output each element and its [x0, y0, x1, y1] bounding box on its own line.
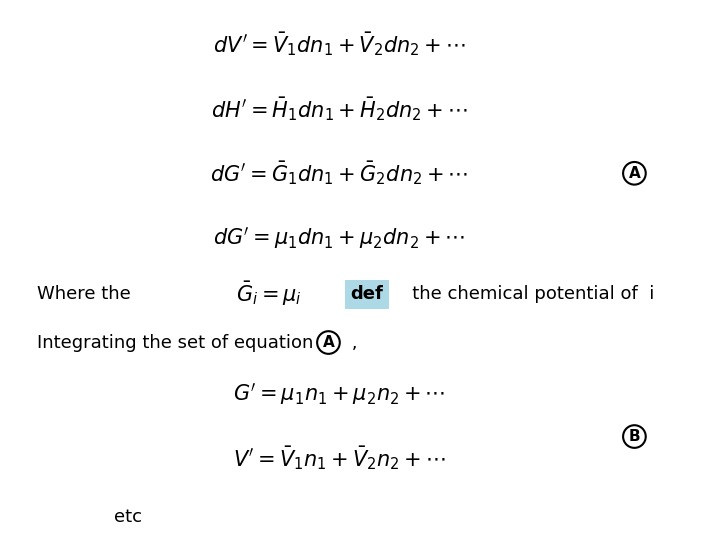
Text: Where the: Where the [37, 285, 130, 303]
Text: $V' = \bar{V}_1 n_1 + \bar{V}_2 n_2 + \cdots$: $V' = \bar{V}_1 n_1 + \bar{V}_2 n_2 + \c… [233, 444, 446, 472]
Text: $dG' = \mu_1 dn_1 + \mu_2 dn_2 + \cdots$: $dG' = \mu_1 dn_1 + \mu_2 dn_2 + \cdots$ [213, 225, 465, 251]
Text: the chemical potential of  i: the chemical potential of i [395, 285, 654, 303]
Text: A: A [629, 166, 640, 181]
Text: $dG' = \bar{G}_1 dn_1 + \bar{G}_2 dn_2 + \cdots$: $dG' = \bar{G}_1 dn_1 + \bar{G}_2 dn_2 +… [210, 159, 468, 187]
Text: A: A [323, 335, 334, 350]
Text: def: def [351, 285, 384, 303]
Text: $G' = \mu_1 n_1 + \mu_2 n_2 + \cdots$: $G' = \mu_1 n_1 + \mu_2 n_2 + \cdots$ [233, 381, 445, 407]
Text: $\bar{G}_i = \mu_i$: $\bar{G}_i = \mu_i$ [235, 280, 302, 308]
Text: Integrating the set of equation: Integrating the set of equation [37, 334, 313, 352]
Text: ,: , [346, 334, 358, 352]
Text: $dH' = \bar{H}_1 dn_1 + \bar{H}_2 dn_2 + \cdots$: $dH' = \bar{H}_1 dn_1 + \bar{H}_2 dn_2 +… [211, 95, 467, 123]
Text: $dV' = \bar{V}_1 dn_1 + \bar{V}_2 dn_2 + \cdots$: $dV' = \bar{V}_1 dn_1 + \bar{V}_2 dn_2 +… [212, 30, 465, 58]
Text: etc: etc [114, 508, 142, 526]
Text: B: B [629, 429, 640, 444]
